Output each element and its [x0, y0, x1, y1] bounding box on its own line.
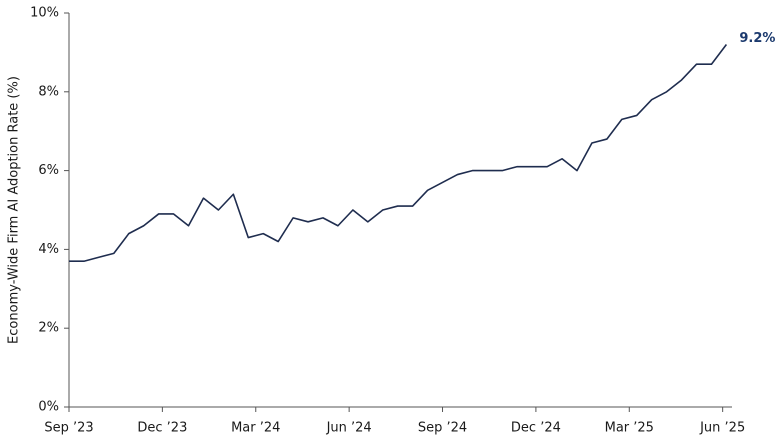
y-axis-label: Economy-Wide Firm AI Adoption Rate (%): [7, 76, 22, 344]
y-tick-label: 2%: [38, 321, 59, 336]
y-tick-label: 8%: [38, 84, 59, 99]
x-tick-label: Sep ’24: [418, 421, 467, 436]
y-tick-label: 4%: [38, 242, 59, 257]
y-tick-label: 10%: [30, 6, 59, 21]
x-tick-label: Jun ’25: [699, 421, 745, 436]
y-tick-label: 0%: [38, 400, 59, 415]
x-tick-label: Dec ’23: [137, 421, 187, 436]
end-value-label: 9.2%: [739, 31, 775, 46]
x-tick-label: Sep ’23: [44, 421, 93, 436]
data-line: [69, 44, 728, 263]
x-tick-label: Mar ’25: [605, 421, 654, 436]
x-tick-label: Dec ’24: [511, 421, 561, 436]
x-tick-label: Jun ’24: [326, 421, 372, 436]
x-tick-label: Mar ’24: [231, 421, 280, 436]
y-tick-label: 6%: [38, 163, 59, 178]
